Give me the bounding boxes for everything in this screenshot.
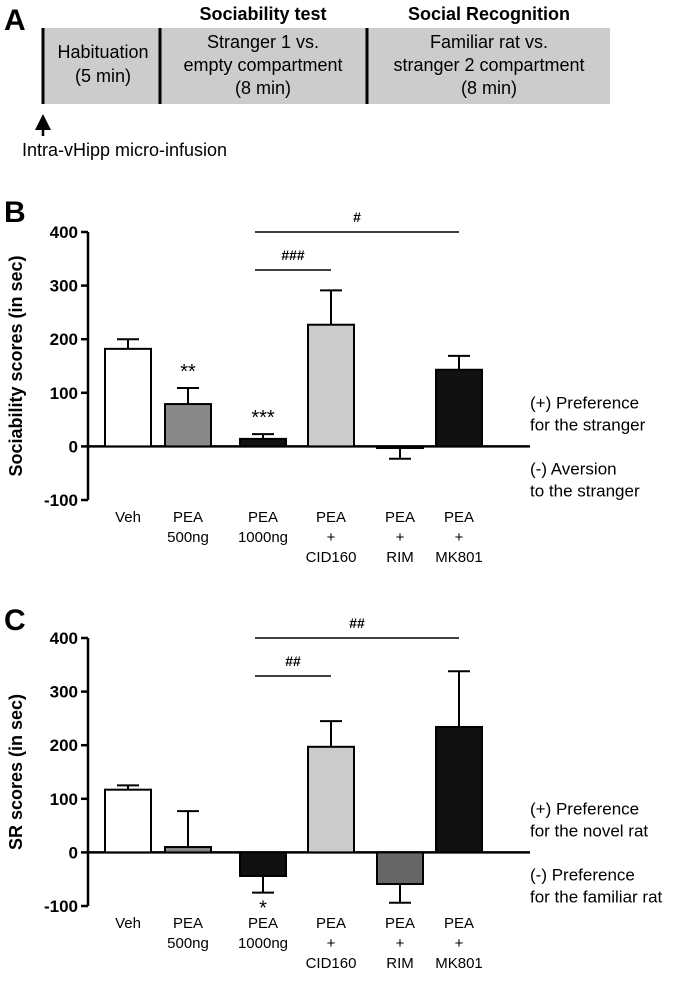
x-tick-label: + (455, 935, 464, 952)
y-tick-label: 0 (69, 437, 78, 456)
significance-marker: ** (180, 361, 196, 383)
x-tick-label: Veh (115, 915, 141, 932)
sociability-box-line-2: empty compartment (183, 55, 342, 75)
recognition-box-line-2: stranger 2 compartment (393, 55, 584, 75)
x-tick-label: PEA (173, 915, 203, 932)
x-tick-label: PEA (316, 509, 346, 526)
x-tick-label: + (327, 529, 336, 546)
x-tick-label: PEA (248, 915, 278, 932)
x-tick-label: PEA (173, 509, 203, 526)
bar (164, 403, 212, 448)
annotation-positive: for the novel rat (530, 821, 648, 840)
bar (376, 445, 424, 450)
annotation-negative: for the familiar rat (530, 887, 663, 906)
y-tick-label: 0 (69, 843, 78, 862)
y-tick-label: -100 (44, 897, 78, 916)
y-axis-label: Sociability scores (in sec) (6, 255, 26, 476)
infusion-label: Intra-vHipp micro-infusion (22, 140, 227, 160)
x-tick-label: 1000ng (238, 529, 288, 546)
x-tick-label: RIM (386, 955, 414, 972)
comparison-label: ## (285, 653, 301, 669)
x-tick-label: PEA (385, 915, 415, 932)
x-tick-label: RIM (386, 549, 414, 566)
x-tick-label: MK801 (435, 955, 483, 972)
sociability-box-line-1: Stranger 1 vs. (207, 32, 319, 52)
annotation-positive: (+) Preference (530, 393, 639, 412)
y-tick-label: 300 (50, 683, 78, 702)
x-tick-label: Veh (115, 509, 141, 526)
significance-marker: *** (251, 407, 275, 429)
x-tick-label: 500ng (167, 935, 209, 952)
bar (376, 851, 424, 886)
recognition-box-duration: (8 min) (461, 78, 517, 98)
x-tick-label: CID160 (306, 549, 357, 566)
x-tick-label: + (327, 935, 336, 952)
x-tick-label: + (396, 935, 405, 952)
y-tick-label: -100 (44, 491, 78, 510)
sociability-box-duration: (8 min) (235, 78, 291, 98)
y-tick-label: 400 (50, 223, 78, 242)
bar (164, 846, 212, 854)
habituation-duration: (5 min) (75, 66, 131, 86)
significance-marker: * (259, 898, 267, 920)
x-tick-label: 1000ng (238, 935, 288, 952)
panel-label: C (4, 604, 26, 637)
comparison-label: ## (349, 615, 365, 631)
x-tick-label: PEA (248, 509, 278, 526)
annotation-negative: (-) Aversion (530, 459, 617, 478)
comparison-label: # (353, 209, 361, 225)
panel-a-label: A (4, 4, 26, 37)
x-tick-label: PEA (316, 915, 346, 932)
bar (104, 347, 152, 448)
recognition-box-line-1: Familiar rat vs. (430, 32, 548, 52)
x-tick-label: MK801 (435, 549, 483, 566)
comparison-label: ### (281, 247, 305, 263)
sociability-test-header: Sociability test (199, 4, 326, 24)
y-tick-label: 400 (50, 629, 78, 648)
social-recognition-header: Social Recognition (408, 4, 570, 24)
y-axis-label: SR scores (in sec) (6, 694, 26, 850)
bar (307, 745, 355, 854)
y-tick-label: 100 (50, 384, 78, 403)
panel-b-sociability-chart: B Sociability scores (in sec) -100 0 100 200 3… (4, 196, 646, 566)
annotation-negative: to the stranger (530, 481, 640, 500)
bar (307, 323, 355, 448)
annotation-positive: (+) Preference (530, 799, 639, 818)
y-tick-label: 200 (50, 736, 78, 755)
bar (435, 725, 483, 854)
y-tick-label: 300 (50, 277, 78, 296)
x-tick-label: PEA (385, 509, 415, 526)
bar (435, 368, 483, 448)
bar (239, 437, 287, 448)
x-tick-label: + (396, 529, 405, 546)
bar (104, 788, 152, 854)
timeline-bar (43, 28, 610, 104)
x-tick-label: + (455, 529, 464, 546)
panel-a-timeline: A Sociability test Social Recognition Ha… (4, 4, 610, 160)
annotation-positive: for the stranger (530, 415, 646, 434)
x-tick-label: PEA (444, 509, 474, 526)
x-tick-label: PEA (444, 915, 474, 932)
bar (239, 851, 287, 877)
arrow-up-icon (35, 114, 51, 130)
panel-c-sr-chart: C SR scores (in sec) -100 0 100 200 300 400 Veh P… (4, 604, 663, 972)
x-tick-label: CID160 (306, 955, 357, 972)
habituation-label: Habituation (57, 42, 148, 62)
panel-label: B (4, 196, 26, 229)
annotation-negative: (-) Preference (530, 865, 635, 884)
x-tick-label: 500ng (167, 529, 209, 546)
y-tick-label: 100 (50, 790, 78, 809)
y-tick-label: 200 (50, 330, 78, 349)
